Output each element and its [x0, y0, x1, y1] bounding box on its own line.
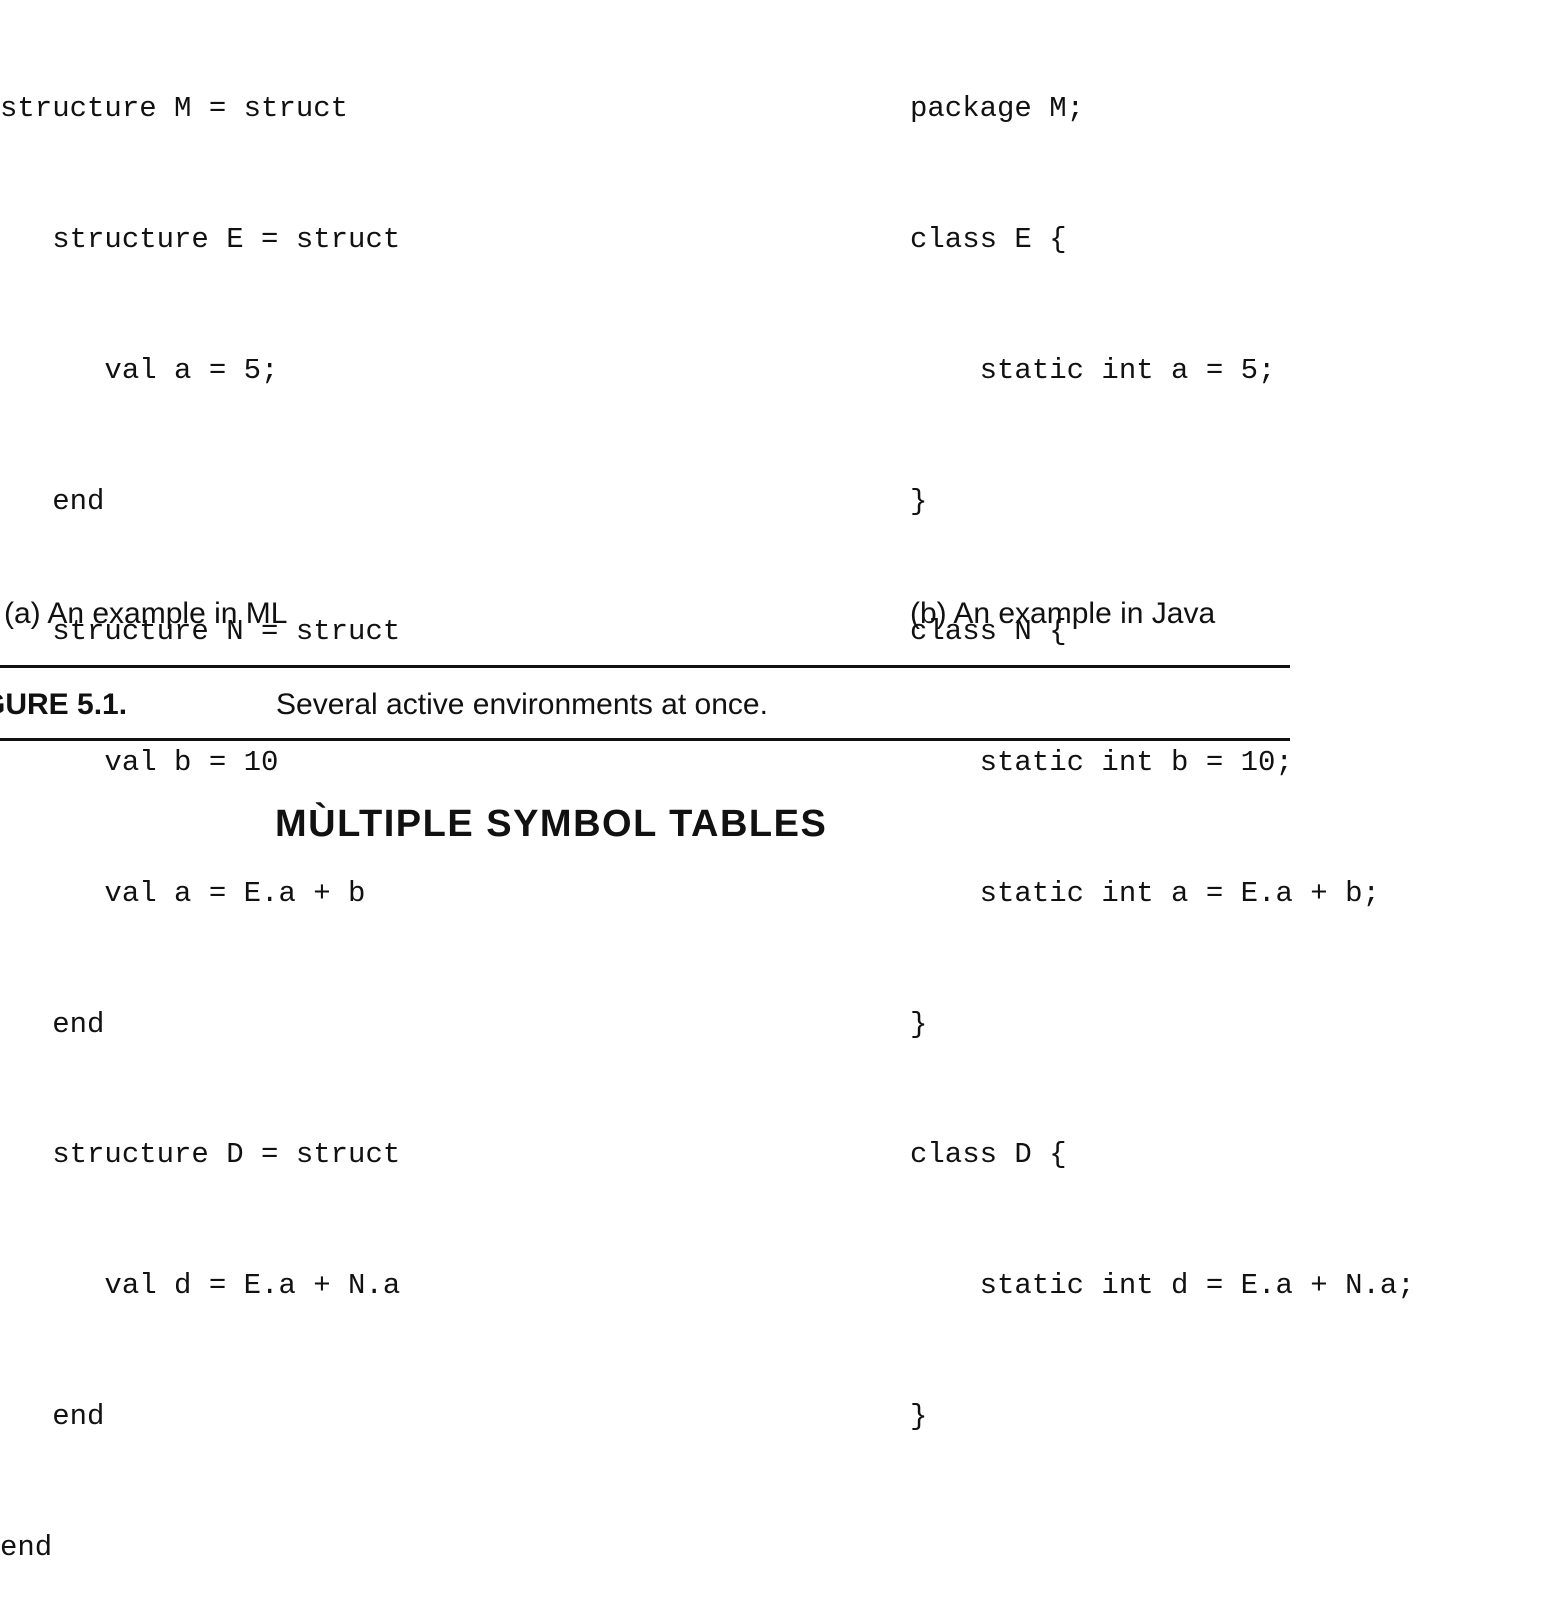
java-code-line: static int a = 5;: [910, 353, 1276, 387]
ml-code-line: end: [0, 1530, 53, 1564]
figure-caption: Several active environments at once.: [276, 688, 768, 721]
ml-code-line: structure M = struct: [0, 92, 349, 126]
ml-code-line: end: [0, 484, 105, 518]
section-heading: MÙLTIPLE SYMBOL TABLES: [275, 803, 828, 845]
figure-rule-top: [0, 665, 1290, 668]
java-code-line: static int d = E.a + N.a;: [910, 1269, 1415, 1303]
java-code-line: }: [910, 1400, 928, 1433]
java-code-line: static int a = E.a + b;: [910, 876, 1380, 910]
ml-code-line: val d = E.a + N.a: [0, 1269, 401, 1303]
java-code-line: class E {: [910, 222, 1067, 256]
java-code-line: class N {: [910, 615, 1067, 649]
ml-code-line: end: [0, 1007, 105, 1041]
ml-code-line: structure N = struct: [0, 615, 401, 649]
java-code-line: }: [910, 1007, 928, 1041]
ml-code-line: end: [0, 1400, 105, 1433]
java-code-listing: package M; class E { static int a = 5; }…: [910, 0, 1415, 1482]
ml-code-line: val b = 10: [0, 746, 279, 780]
ml-example-caption: (a) An example in ML: [4, 597, 288, 630]
java-example-caption: (b) An example in Java: [910, 597, 1216, 630]
java-code-line: class D {: [910, 1138, 1067, 1172]
ml-code-line: structure D = struct: [0, 1138, 401, 1172]
ml-code-line: val a = 5;: [0, 353, 279, 387]
figure-label: GURE 5.1.: [0, 688, 128, 721]
java-code-line: }: [910, 484, 928, 518]
figure-rule-bottom: [0, 738, 1290, 741]
ml-code-line: structure E = struct: [0, 222, 401, 256]
java-code-line: package M;: [910, 92, 1085, 126]
java-code-line: static int b = 10;: [910, 746, 1293, 780]
ml-code-line: val a = E.a + b: [0, 876, 366, 910]
